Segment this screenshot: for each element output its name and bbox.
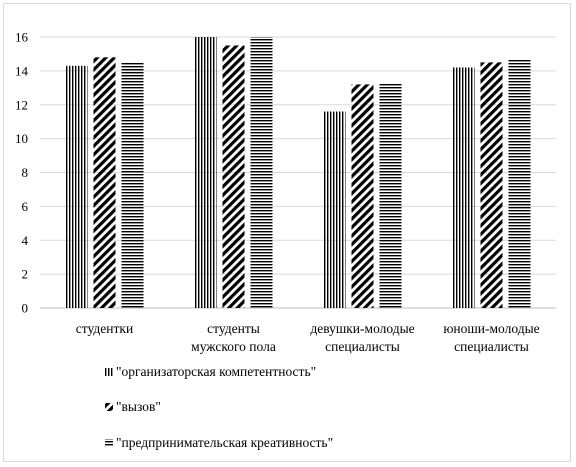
bar-series-1-cat-1 [65,65,88,308]
y-tick-label: 10 [15,131,28,146]
y-tick-label: 0 [22,301,29,316]
y-tick-label: 12 [15,97,28,112]
y-axis-ticks: 0 2 4 6 8 10 12 14 16 [15,30,29,316]
x-axis-categories: студентки студенты мужского пола девушки-мо… [76,321,540,354]
bar-series-1-cat-4 [452,67,475,308]
bar-series-1-cat-3 [323,111,346,309]
y-tick-label: 2 [22,267,29,282]
legend-label: "организаторская компетентность" [116,364,316,379]
bar-series-2-cat-1 [93,57,116,309]
y-tick-label: 6 [22,199,29,214]
y-tick-label: 4 [22,233,29,248]
x-category-label: студенты мужского пола [191,321,276,354]
y-tick-label: 14 [15,63,29,78]
bar-series-2-cat-3 [351,84,374,308]
y-tick-label: 16 [15,30,29,45]
x-category-label: юноши-молодые специалисты [443,321,539,354]
legend-label: "предпринимательская креативность" [116,435,333,450]
bar-series-3-cat-2 [250,37,273,308]
bar-series-2-cat-2 [222,45,245,308]
gridlines [40,36,556,309]
bar-series-2-cat-4 [480,62,503,308]
bar-series-3-cat-3 [379,82,402,308]
bar-series-3-cat-1 [121,62,144,308]
legend-swatch-vertical [105,368,113,376]
legend-label: "вызов" [116,399,161,414]
x-category-label: девушки-молодые специалисты [310,321,414,354]
legend-swatch-horizontal [105,439,113,447]
legend: "организаторская компетентность" "вызов" "… [105,364,333,450]
bar-series-3-cat-4 [508,59,531,308]
bar-series-1-cat-2 [194,37,217,308]
y-tick-label: 8 [22,165,29,180]
bars [65,37,531,309]
legend-swatch-diagonal [105,403,113,411]
x-category-label: студентки [76,321,133,336]
